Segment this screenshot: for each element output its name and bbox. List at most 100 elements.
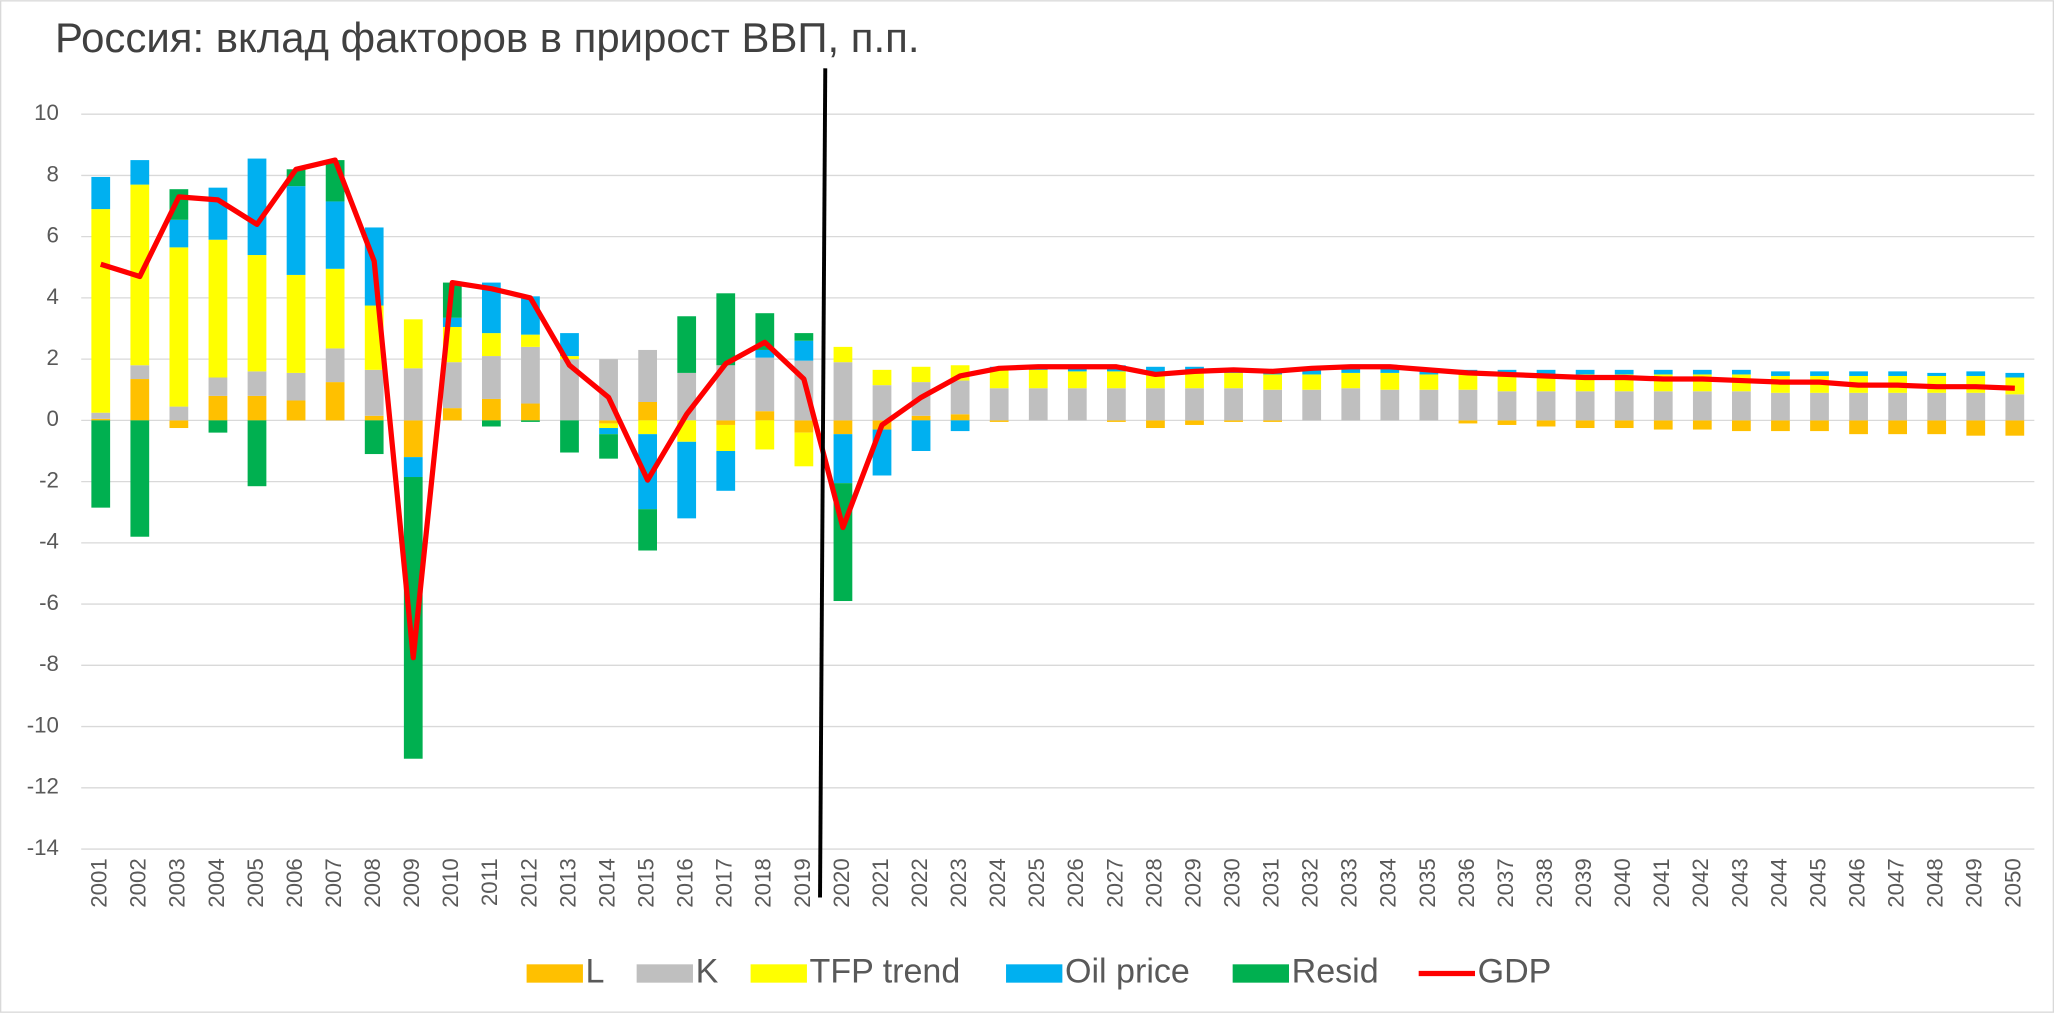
bar [1224, 388, 1243, 421]
x-tick-label: 2037 [1493, 858, 1518, 908]
bar [1614, 391, 1634, 421]
bar [755, 411, 775, 421]
bar [2005, 420, 2025, 436]
bar [2005, 394, 2025, 421]
bar [1732, 420, 1751, 432]
bar [1263, 389, 1283, 421]
x-tick-label: 2033 [1337, 858, 1362, 908]
y-tick-label: -4 [39, 529, 59, 554]
bar [1107, 420, 1126, 422]
bar [521, 334, 540, 347]
bar [1067, 371, 1087, 389]
bar [208, 377, 228, 396]
bar [1732, 369, 1751, 375]
bar [403, 477, 423, 759]
bar [403, 457, 423, 478]
bar [950, 380, 970, 415]
bar [1692, 369, 1712, 375]
bar [1302, 368, 1322, 375]
bar [1302, 389, 1322, 421]
x-tick-label: 2001 [87, 858, 112, 908]
x-tick-label: 2038 [1532, 858, 1557, 908]
bar [1888, 392, 1908, 421]
bar [1692, 391, 1712, 421]
legend-label: K [696, 952, 719, 990]
bar [481, 356, 501, 399]
bar [638, 509, 658, 551]
bar [1146, 388, 1165, 421]
bar [1692, 420, 1712, 430]
bar [872, 369, 892, 386]
bar [1380, 389, 1400, 421]
bar [1419, 374, 1439, 390]
bar [286, 186, 306, 275]
bar [1927, 372, 1947, 376]
bar [1575, 369, 1595, 375]
bar [2005, 372, 2025, 378]
forecast-divider [818, 68, 828, 898]
bar [1107, 371, 1126, 389]
bar [325, 382, 345, 421]
bar [989, 420, 1009, 422]
y-tick-label: -8 [39, 651, 59, 676]
bar [755, 313, 775, 350]
grid: -14 -12 -10 -8 -6 -4 -2 0 2 4 6 8 10 2001 2002 2003 2004… [27, 100, 2035, 908]
bar [364, 420, 384, 455]
bar [560, 420, 579, 453]
x-tick-label: 2013 [555, 858, 580, 908]
bar [716, 424, 736, 451]
legend-label: L [586, 952, 605, 990]
bar [208, 239, 228, 378]
bar [1849, 420, 1868, 435]
bar [911, 420, 931, 451]
bar [481, 333, 501, 357]
bar [286, 274, 306, 373]
x-tick-label: 2029 [1180, 858, 1205, 908]
y-tick-label: 6 [47, 223, 59, 248]
x-tick-label: 2003 [165, 858, 190, 908]
bar [91, 418, 111, 421]
bar [1146, 420, 1165, 429]
x-tick-label: 2043 [1727, 858, 1752, 908]
x-tick-label: 2016 [673, 858, 698, 908]
bar [1497, 391, 1517, 421]
bar [911, 415, 931, 421]
bar [833, 434, 853, 484]
bar [1888, 420, 1908, 435]
x-tick-label: 2036 [1454, 858, 1479, 908]
bar [755, 349, 775, 358]
bar [1458, 420, 1478, 424]
bar [325, 268, 345, 349]
bar [1849, 392, 1868, 421]
bar [872, 385, 892, 421]
bar [1732, 391, 1751, 421]
bar [1810, 392, 1829, 421]
bar [794, 340, 814, 361]
bars [91, 158, 2025, 759]
bar [1497, 374, 1517, 392]
bar [1771, 392, 1790, 421]
bar [1341, 388, 1361, 421]
y-tick-label: -14 [27, 835, 59, 860]
x-tick-label: 2018 [751, 858, 776, 908]
legend-swatch [526, 964, 583, 983]
bar [208, 187, 228, 240]
bar [911, 366, 931, 383]
x-tick-label: 2014 [594, 858, 619, 908]
x-tick-label: 2012 [516, 858, 541, 908]
x-tick-label: 2015 [634, 858, 659, 908]
bar [677, 441, 697, 519]
bar [560, 359, 579, 421]
y-tick-label: -10 [27, 712, 59, 737]
bar [1810, 420, 1829, 432]
bar [442, 362, 462, 409]
bar [1028, 388, 1048, 421]
x-tick-label: 2040 [1610, 858, 1635, 908]
bar [1497, 420, 1517, 425]
x-tick-label: 2004 [204, 858, 229, 908]
bar [364, 415, 384, 421]
bar [1263, 374, 1283, 390]
x-tick-label: 2019 [790, 858, 815, 908]
bar [169, 406, 189, 421]
